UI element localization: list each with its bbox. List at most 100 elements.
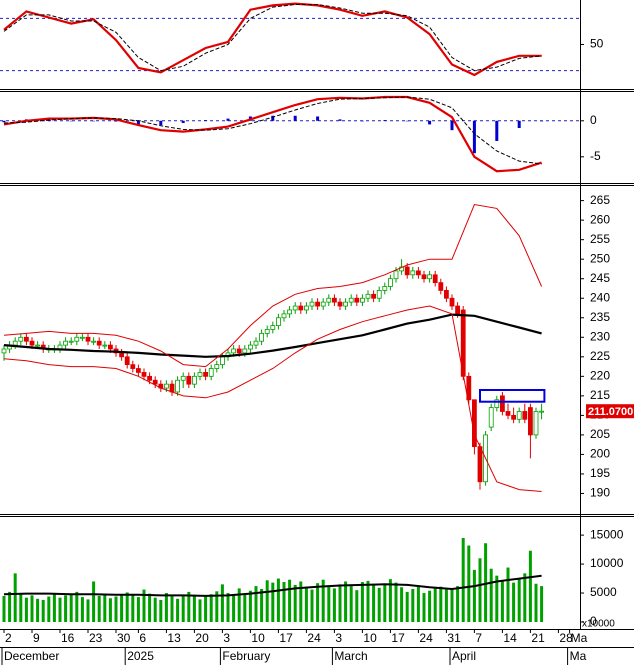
volume-bar — [377, 587, 381, 622]
candle-body — [152, 379, 158, 385]
candle-body — [203, 372, 209, 377]
volume-bar — [484, 543, 488, 622]
candle-body — [348, 297, 354, 303]
histogram-bar — [204, 120, 208, 121]
y-tick-label: 250 — [590, 251, 610, 265]
y-tick-label: 245 — [590, 271, 610, 285]
volume-bar — [299, 581, 303, 622]
indicator-line — [3, 574, 542, 597]
volume-bar — [304, 586, 308, 622]
volume-bar — [52, 593, 56, 622]
month-label: April — [452, 649, 476, 663]
candle-body — [494, 399, 500, 408]
volume-bar — [187, 591, 191, 622]
volume-bar — [411, 588, 415, 622]
candle-body — [96, 340, 102, 346]
candle-body — [404, 266, 410, 276]
volume-bar — [47, 596, 51, 622]
candle-body — [236, 348, 242, 354]
candle-body — [1, 348, 7, 354]
month-label: February — [222, 649, 270, 663]
candle-body — [169, 383, 175, 393]
x-tick-label: 10 — [363, 631, 377, 645]
y-tick-label: 0 — [590, 614, 597, 628]
candle-body — [18, 336, 24, 342]
candle-body — [371, 293, 377, 299]
volume-bar — [248, 590, 252, 622]
candle-body — [208, 368, 214, 377]
histogram-bar — [450, 120, 454, 131]
histogram-bar — [159, 120, 163, 126]
volume-bar — [489, 568, 493, 622]
volume-bar — [360, 582, 364, 622]
x-tick-label: 10 — [251, 631, 265, 645]
candle-body — [191, 375, 197, 385]
volume-bar — [148, 593, 152, 622]
volume-bar — [153, 597, 157, 622]
volume-bar — [41, 599, 45, 622]
candle-body — [326, 297, 332, 303]
histogram-bar — [92, 120, 96, 122]
volume-bar — [467, 545, 471, 622]
candle-body — [270, 325, 276, 330]
volume-bar — [19, 594, 23, 622]
candle-body — [438, 282, 444, 291]
volume-bar — [265, 580, 269, 622]
volume-bar — [92, 581, 96, 622]
candle-body — [29, 340, 35, 346]
volume-bar — [97, 595, 101, 622]
volume-bar — [220, 584, 224, 622]
candle-body — [180, 375, 186, 381]
candle-body — [488, 407, 494, 428]
volume-bar — [310, 589, 314, 622]
y-tick-label: 215 — [590, 388, 610, 402]
volume-bar — [428, 590, 432, 622]
candle-body — [292, 305, 298, 311]
candle-body — [365, 293, 371, 299]
x-tick-label: 23 — [89, 631, 103, 645]
volume-bar — [80, 597, 84, 622]
candle-body — [219, 356, 225, 366]
x-tick-label: Ma — [571, 631, 588, 645]
volume-bar — [8, 591, 12, 622]
candle-body — [287, 309, 293, 315]
y-tick-label: 50 — [590, 37, 604, 51]
histogram-bar — [338, 119, 342, 121]
candle-body — [275, 317, 281, 326]
candle-body — [415, 270, 421, 276]
x-tick-label: 6 — [139, 631, 146, 645]
histogram-bar — [114, 120, 118, 122]
candle-body — [35, 344, 40, 347]
volume-bar — [456, 586, 460, 622]
y-tick-label: 5000 — [590, 585, 617, 599]
candle-body — [253, 340, 259, 346]
volume-bar — [108, 598, 112, 622]
volume-bar — [271, 582, 275, 622]
candle-body — [197, 372, 203, 377]
candle-body — [516, 411, 522, 420]
candle-body — [466, 375, 472, 401]
candle-body — [303, 305, 309, 311]
y-tick-label: 235 — [590, 310, 610, 324]
volume-bar — [237, 588, 241, 622]
indicator-line — [3, 2, 542, 77]
y-tick-label: 265 — [590, 193, 610, 207]
volume-bar — [142, 589, 146, 622]
highlight-box — [479, 389, 546, 403]
volume-bar — [226, 593, 230, 622]
candle-body — [186, 375, 192, 385]
x-tick-label: 24 — [307, 631, 321, 645]
histogram-bar — [2, 120, 6, 123]
volume-bar — [30, 595, 34, 622]
volume-bar — [512, 582, 516, 622]
candle-body — [427, 274, 433, 280]
volume-bar — [405, 591, 409, 622]
candle-body — [259, 332, 265, 342]
volume-bar — [355, 590, 359, 622]
x-tick-label: 13 — [167, 631, 181, 645]
volume-bar — [136, 597, 140, 622]
volume-bar — [159, 599, 163, 622]
x-tick-label: 3 — [223, 631, 230, 645]
volume-bar — [534, 583, 538, 622]
candle-body — [247, 344, 253, 350]
